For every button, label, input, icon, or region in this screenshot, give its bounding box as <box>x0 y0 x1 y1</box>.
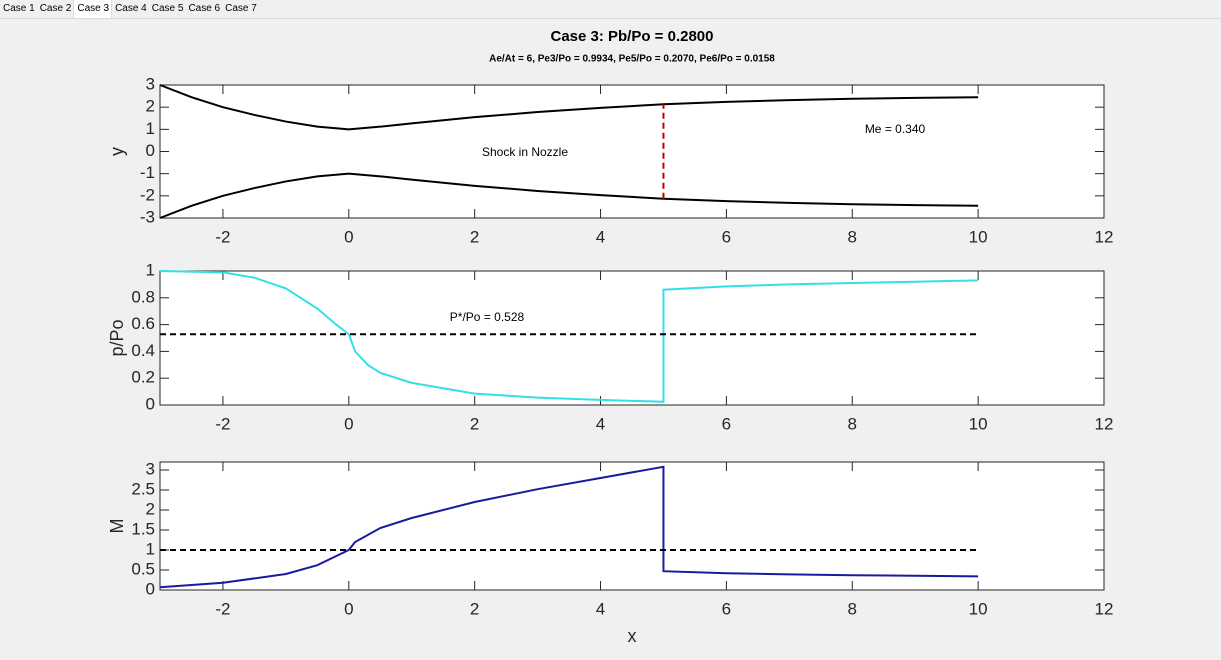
x-tick-label: 6 <box>722 227 731 246</box>
x-tick-label: 4 <box>596 599 605 618</box>
axes-box <box>159 461 1105 591</box>
y-tick-label: 0.2 <box>131 368 155 387</box>
chart-title: Case 3: Pb/Po = 0.2800 <box>550 28 713 45</box>
x-tick-label: 2 <box>470 599 479 618</box>
x-tick-label: 4 <box>596 414 605 433</box>
y-tick-label: 1.5 <box>131 519 155 538</box>
tab[interactable]: Case 2 <box>39 3 72 14</box>
y-axis-label: p/Po <box>107 319 127 356</box>
y-tick-label: 1 <box>146 539 155 558</box>
y-axis-label: M <box>107 519 127 534</box>
x-tick-label: 2 <box>470 414 479 433</box>
y-tick-label: 0 <box>146 394 155 413</box>
data-line <box>159 270 979 403</box>
chart-subtitle: Ae/At = 6, Pe3/Po = 0.9934, Pe5/Po = 0.2… <box>489 54 775 65</box>
figure: Case 3: Pb/Po = 0.2800 Ae/At = 6, Pe3/Po … <box>107 28 1114 646</box>
tab[interactable]: Case 5 <box>151 3 184 14</box>
tab[interactable]: Case 4 <box>115 3 147 14</box>
y-tick-label: -2 <box>140 185 155 204</box>
data-line <box>159 465 979 589</box>
data-line <box>159 84 979 131</box>
tab-bar: Case 1 Case 2 Case 3 Case 4 Case 5 Case 6 Case… <box>0 0 1221 19</box>
tab[interactable]: Case 6 <box>188 3 221 14</box>
y-tick-label: 0 <box>146 579 155 598</box>
x-tick-label: 4 <box>596 227 605 246</box>
y-tick-label: 1 <box>146 119 155 138</box>
annotation: P*/Po = 0.528 <box>450 310 525 324</box>
y-tick-label: 0.5 <box>131 559 155 578</box>
axes-background <box>160 85 1104 218</box>
y-tick-label: 3 <box>146 459 155 478</box>
tab[interactable]: Case 7 <box>225 3 257 14</box>
x-axis-label: x <box>628 626 637 646</box>
x-tick-label: -2 <box>215 599 230 618</box>
x-tick-label: 0 <box>344 414 353 433</box>
x-tick-label: 8 <box>848 227 857 246</box>
y-tick-label: 0.4 <box>131 341 155 360</box>
tab[interactable]: Case 1 <box>3 3 35 14</box>
y-tick-label: 0.8 <box>131 287 155 306</box>
data-line <box>159 172 979 219</box>
x-tick-label: 10 <box>969 227 988 246</box>
y-tick-label: -3 <box>140 207 155 226</box>
x-tick-label: 10 <box>969 414 988 433</box>
y-tick-label: 2 <box>146 499 155 518</box>
x-tick-label: -2 <box>215 227 230 246</box>
x-tick-label: 6 <box>722 414 731 433</box>
y-tick-label: 3 <box>146 74 155 93</box>
y-tick-label: 0.6 <box>131 314 155 333</box>
axes-background <box>160 271 1104 405</box>
y-tick-label: 2 <box>146 97 155 116</box>
x-tick-label: 2 <box>470 227 479 246</box>
x-tick-label: 8 <box>848 599 857 618</box>
axes-box <box>159 84 1105 219</box>
axes-background <box>160 462 1104 590</box>
annotation: Shock in Nozzle <box>482 145 568 159</box>
y-tick-label: 2.5 <box>131 479 155 498</box>
tab[interactable]: Case 3 <box>73 0 113 18</box>
x-tick-label: 0 <box>344 599 353 618</box>
x-tick-label: 12 <box>1095 599 1114 618</box>
y-tick-label: 0 <box>146 141 155 160</box>
x-tick-label: 10 <box>969 599 988 618</box>
annotation: Me = 0.340 <box>865 122 926 136</box>
x-tick-label: 12 <box>1095 227 1114 246</box>
y-tick-label: -1 <box>140 163 155 182</box>
x-tick-label: 8 <box>848 414 857 433</box>
axes-box <box>159 270 1105 406</box>
y-axis-label: y <box>107 147 127 156</box>
x-tick-label: 6 <box>722 599 731 618</box>
x-tick-label: 0 <box>344 227 353 246</box>
x-tick-label: -2 <box>215 414 230 433</box>
x-tick-label: 12 <box>1095 414 1114 433</box>
y-tick-label: 1 <box>146 260 155 279</box>
